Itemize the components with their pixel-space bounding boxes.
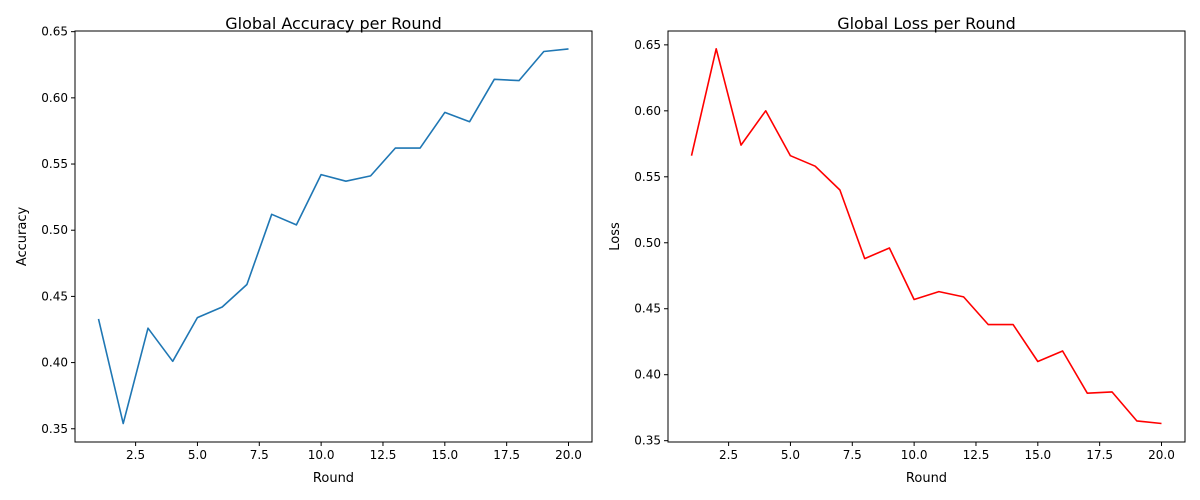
accuracy-y-tick-label: 0.50 xyxy=(41,223,68,237)
loss-x-tick-label: 15.0 xyxy=(1024,448,1051,462)
accuracy-x-tick-label: 10.0 xyxy=(308,448,335,462)
accuracy-y-tick-label: 0.60 xyxy=(41,91,68,105)
loss-y-tick-label: 0.50 xyxy=(634,236,661,250)
loss-x-tick-label: 5.0 xyxy=(781,448,800,462)
accuracy-x-tick-label: 20.0 xyxy=(555,448,582,462)
loss-x-tick-label: 17.5 xyxy=(1086,448,1113,462)
accuracy-x-tick-label: 12.5 xyxy=(370,448,397,462)
accuracy-y-tick-label: 0.45 xyxy=(41,289,68,303)
accuracy-y-tick-label: 0.40 xyxy=(41,356,68,370)
loss-chart-title: Global Loss per Round xyxy=(837,14,1016,33)
loss-y-tick-label: 0.40 xyxy=(634,368,661,382)
loss-plot-area: 2.5 5.0 7.5 10.0 12.5 15.0 17.5 20.0 0.35 0.40 0.4… xyxy=(634,38,1175,462)
loss-axes-frame xyxy=(667,30,1186,443)
accuracy-x-tick-label: 15.0 xyxy=(431,448,458,462)
loss-x-tick-label: 20.0 xyxy=(1148,448,1175,462)
accuracy-y-tick-label: 0.35 xyxy=(41,422,68,436)
loss-x-tick-label: 2.5 xyxy=(719,448,738,462)
accuracy-chart: Global Accuracy per Round 2.5 5.0 7.5 10.0 1… xyxy=(15,14,593,486)
accuracy-x-tick-label: 17.5 xyxy=(493,448,520,462)
accuracy-axes-frame xyxy=(74,30,593,443)
accuracy-chart-title: Global Accuracy per Round xyxy=(225,14,442,33)
loss-y-tick-label: 0.60 xyxy=(634,104,661,118)
accuracy-x-tick-label: 2.5 xyxy=(126,448,145,462)
accuracy-series-line xyxy=(97,48,569,425)
accuracy-plot-area: 2.5 5.0 7.5 10.0 12.5 15.0 17.5 20.0 0.35 0.40 0.4… xyxy=(41,25,582,462)
loss-x-axis-label: Round xyxy=(906,471,947,486)
accuracy-x-tick-label: 7.5 xyxy=(250,448,269,462)
loss-y-tick-label: 0.35 xyxy=(634,434,661,448)
loss-y-axis-label: Loss xyxy=(608,222,623,251)
loss-chart: Global Loss per Round 2.5 5.0 7.5 10.0 12.5 1… xyxy=(608,14,1186,486)
accuracy-y-axis-label: Accuracy xyxy=(15,207,30,267)
accuracy-y-tick-label: 0.65 xyxy=(41,25,68,39)
loss-x-tick-label: 12.5 xyxy=(963,448,990,462)
loss-y-tick-label: 0.65 xyxy=(634,38,661,52)
accuracy-x-tick-label: 5.0 xyxy=(188,448,207,462)
loss-x-tick-label: 10.0 xyxy=(901,448,928,462)
accuracy-x-axis-label: Round xyxy=(313,471,354,486)
accuracy-y-tick-label: 0.55 xyxy=(41,157,68,171)
loss-y-tick-label: 0.55 xyxy=(634,170,661,184)
loss-x-tick-label: 7.5 xyxy=(843,448,862,462)
loss-series-line xyxy=(690,47,1162,425)
loss-y-tick-label: 0.45 xyxy=(634,302,661,316)
